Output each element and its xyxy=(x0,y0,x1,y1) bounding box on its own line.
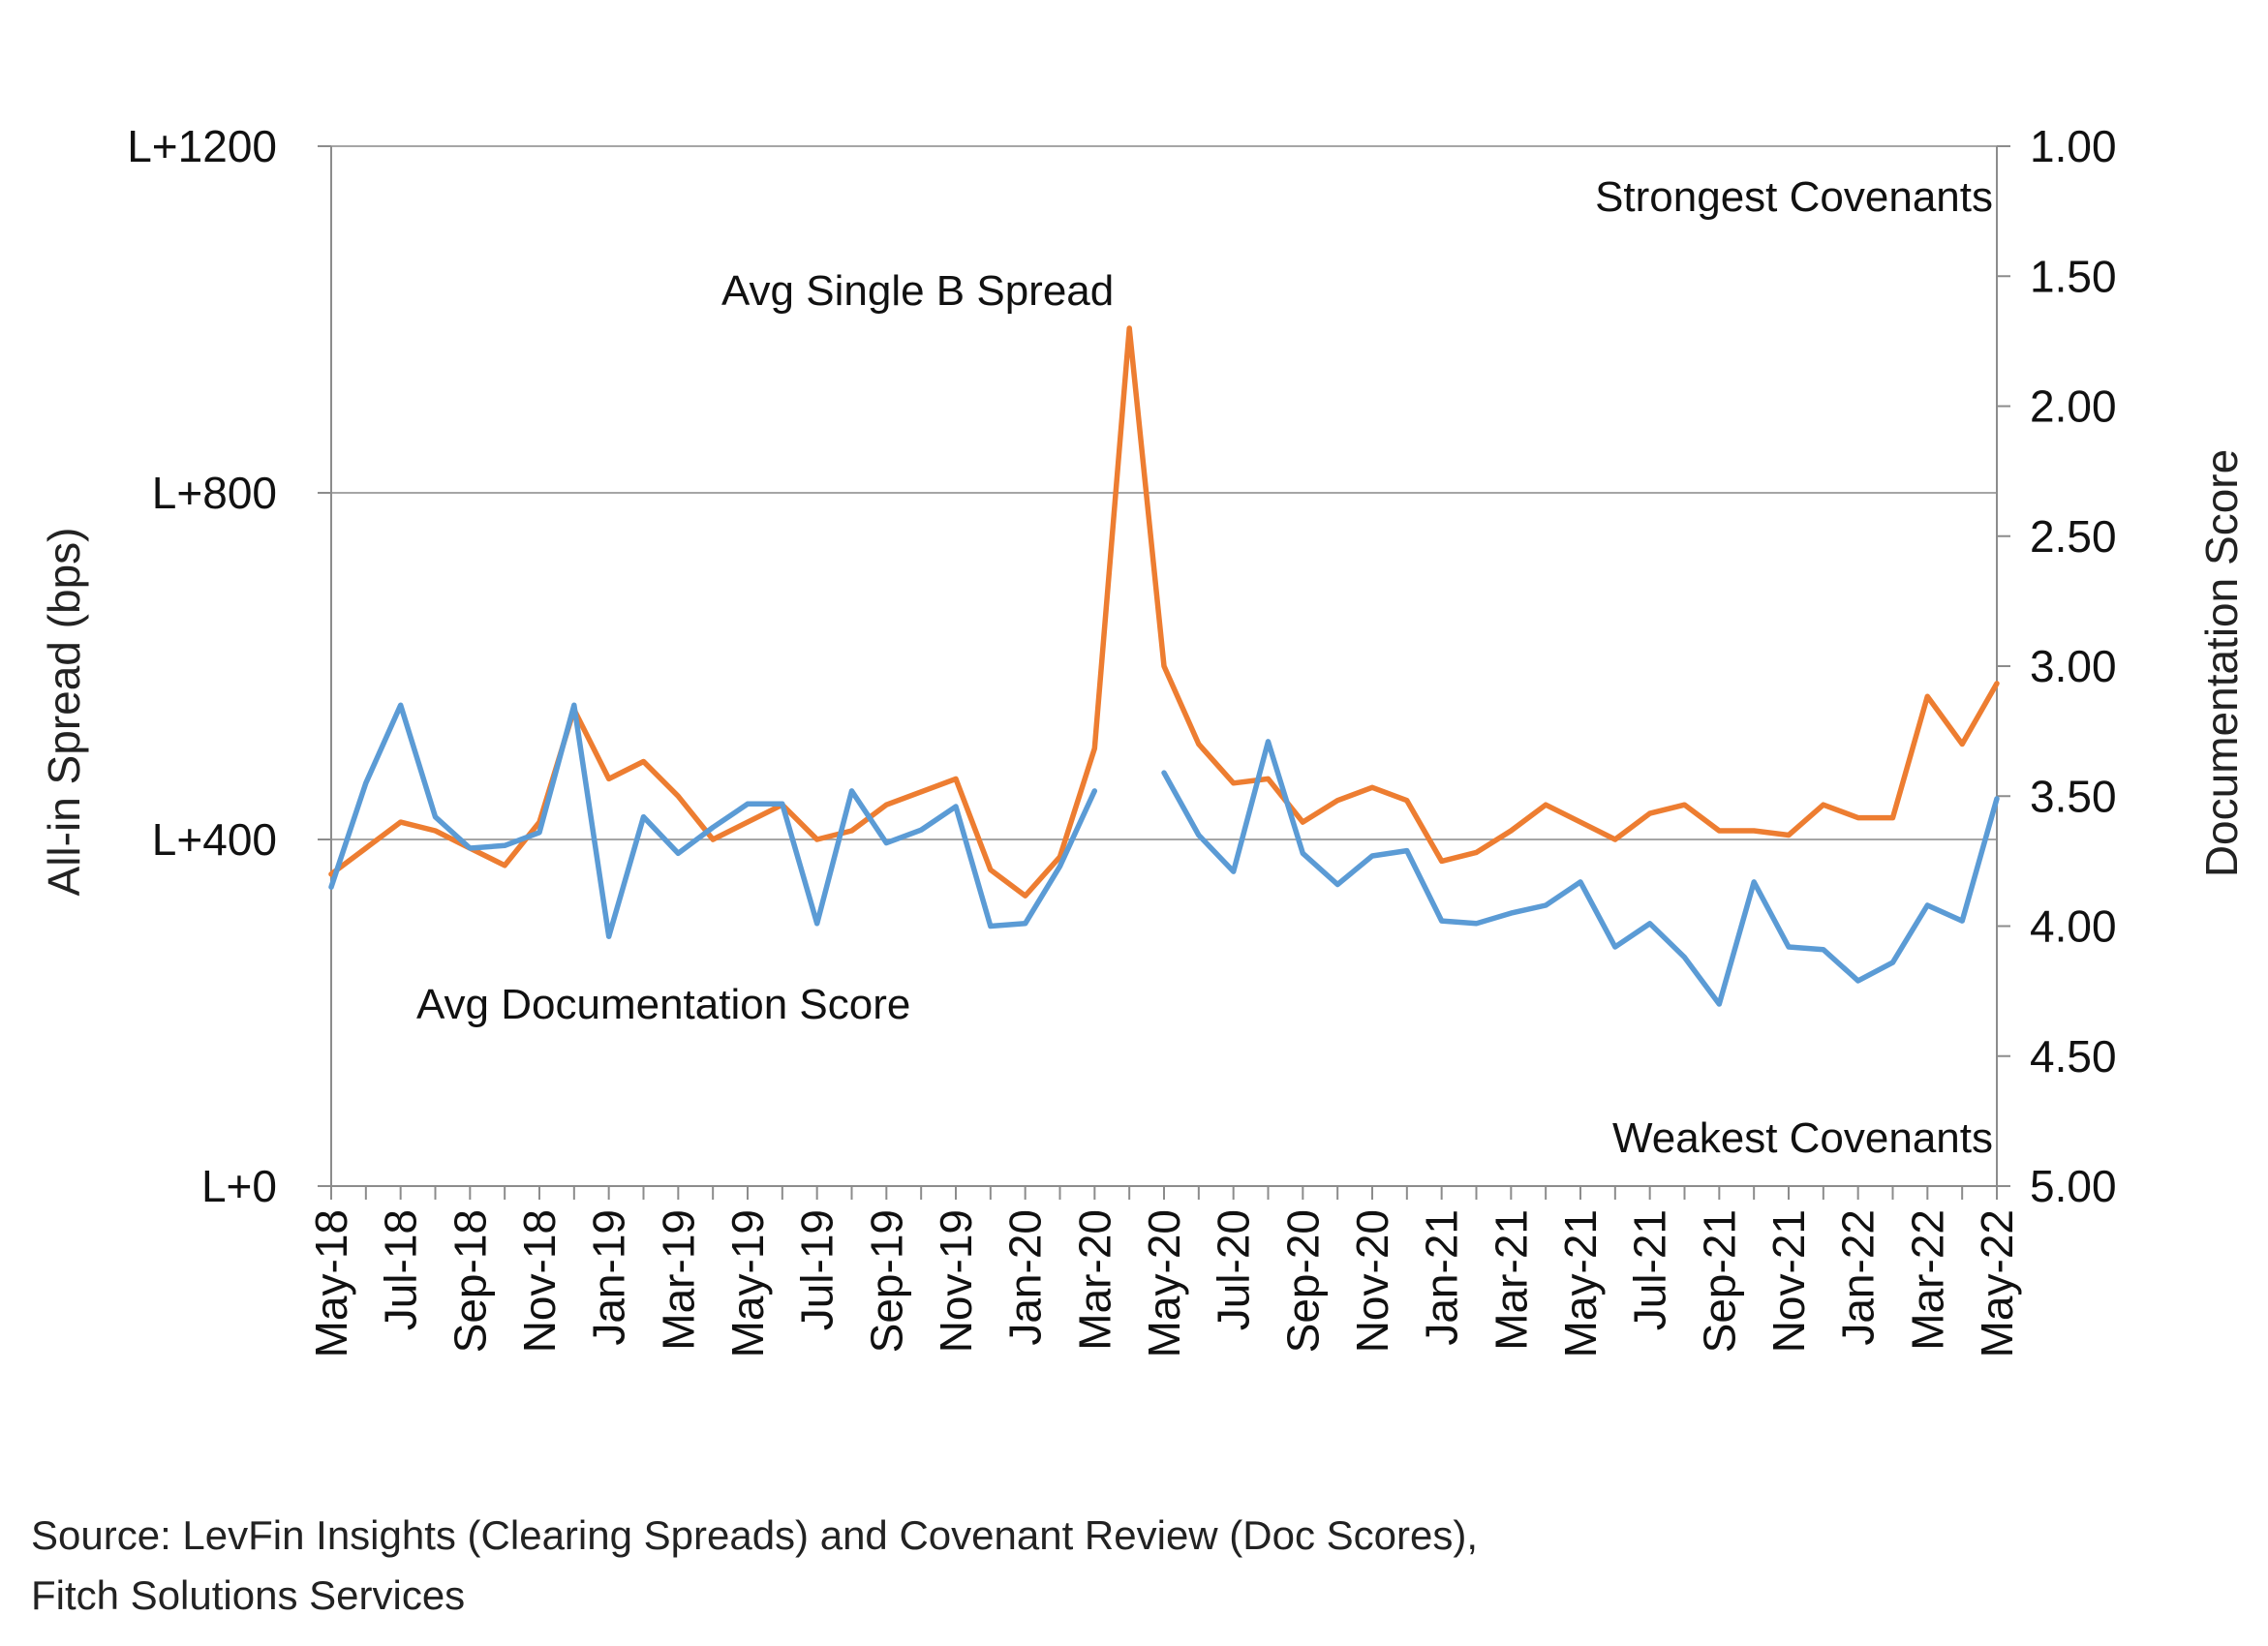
left-tick-label: L+400 xyxy=(152,814,277,865)
source-line-1: Source: LevFin Insights (Clearing Spread… xyxy=(31,1512,1479,1558)
x-tick-label: Nov-20 xyxy=(1347,1209,1397,1353)
x-tick-label: Sep-21 xyxy=(1694,1209,1744,1353)
x-tick-label: Mar-21 xyxy=(1486,1209,1536,1351)
doc-score-series-label: Avg Documentation Score xyxy=(416,981,910,1028)
right-tick-label: 2.00 xyxy=(2030,381,2117,432)
spread-series xyxy=(328,325,2000,899)
spread-series-label: Avg Single B Spread xyxy=(721,267,1114,315)
x-tick-label: May-21 xyxy=(1555,1209,1606,1357)
x-tick-label: May-20 xyxy=(1139,1209,1189,1357)
left-axis-ticks: L+0 L+400 L+800 L+1200 xyxy=(127,121,331,1211)
x-tick-label: Jul-19 xyxy=(792,1209,843,1330)
right-tick-label: 1.00 xyxy=(2030,121,2117,171)
x-tick-label: Sep-19 xyxy=(861,1209,911,1353)
left-tick-label: L+1200 xyxy=(127,121,277,171)
x-tick-label: May-22 xyxy=(1972,1209,2022,1357)
right-tick-label: 4.00 xyxy=(2030,901,2117,952)
x-tick-label: Nov-21 xyxy=(1763,1209,1814,1353)
x-tick-label: Jan-21 xyxy=(1417,1209,1467,1346)
x-tick-label: Sep-20 xyxy=(1277,1209,1328,1353)
x-tick-label: Sep-18 xyxy=(444,1209,495,1353)
gridlines xyxy=(331,145,1997,840)
source-line-2: Fitch Solutions Services xyxy=(31,1572,466,1618)
right-tick-label: 1.50 xyxy=(2030,251,2117,301)
right-tick-label: 5.00 xyxy=(2030,1161,2117,1211)
x-tick-label: Jan-20 xyxy=(1000,1209,1051,1346)
x-tick-label: Mar-19 xyxy=(653,1209,703,1351)
series-layer xyxy=(328,325,2000,1007)
right-axis-ticks: 1.00 1.50 2.00 2.50 3.00 3.50 4.00 4.50 5.00 xyxy=(1997,121,2117,1211)
x-tick-label: Mar-22 xyxy=(1902,1209,1952,1351)
left-tick-label: L+0 xyxy=(201,1161,277,1211)
right-tick-label: 3.00 xyxy=(2030,641,2117,691)
strongest-covenants-label: Strongest Covenants xyxy=(1595,173,1993,221)
x-tick-label: Mar-20 xyxy=(1069,1209,1119,1351)
x-tick-label: Nov-19 xyxy=(931,1209,981,1353)
x-tick-label: Jan-19 xyxy=(584,1209,634,1346)
x-tick-label: Jul-18 xyxy=(376,1209,426,1330)
x-tick-label: Jul-20 xyxy=(1209,1209,1259,1330)
x-tick-label: May-19 xyxy=(722,1209,773,1357)
weakest-covenants-label: Weakest Covenants xyxy=(1612,1114,1993,1162)
right-tick-label: 3.50 xyxy=(2030,771,2117,821)
doc-score-series xyxy=(328,702,2000,1007)
right-axis-title: Documentation Score xyxy=(2196,449,2247,877)
x-tick-label: May-18 xyxy=(306,1209,356,1357)
left-axis-title: All-in Spread (bps) xyxy=(39,528,89,897)
left-tick-label: L+800 xyxy=(152,468,277,518)
x-tick-label: Jan-22 xyxy=(1833,1209,1884,1346)
right-tick-label: 2.50 xyxy=(2030,511,2117,562)
doc-score-line xyxy=(328,702,2000,1007)
spread-line xyxy=(328,325,2000,899)
source-note: Source: LevFin Insights (Clearing Spread… xyxy=(31,1506,1478,1626)
x-axis-ticks: May-18 Jul-18 Sep-18 Nov-18 Jan-19 Mar-19 May-… xyxy=(306,1186,2022,1357)
x-tick-label: Jul-21 xyxy=(1625,1209,1675,1330)
x-tick-label: Nov-18 xyxy=(514,1209,565,1353)
right-tick-label: 4.50 xyxy=(2030,1031,2117,1082)
